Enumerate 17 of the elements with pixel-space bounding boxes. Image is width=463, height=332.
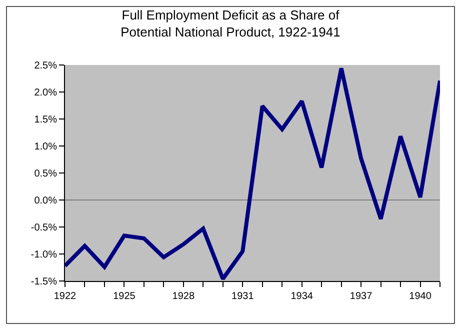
x-tick-label: 1934 bbox=[290, 291, 314, 302]
y-tick-label: 0.0% bbox=[34, 196, 58, 206]
y-tick-label: 1.5% bbox=[34, 114, 58, 126]
y-tick-label: -0.5% bbox=[30, 222, 58, 234]
x-tick-label: 1922 bbox=[54, 291, 77, 302]
x-tick-label: 1937 bbox=[350, 291, 373, 302]
y-tick-label: 0.5% bbox=[34, 168, 58, 180]
x-tick-label: 1931 bbox=[232, 291, 254, 302]
x-tick-label: 1928 bbox=[172, 291, 195, 302]
y-tick-label: -1.0% bbox=[30, 250, 58, 260]
y-tick-label: -1.5% bbox=[30, 276, 58, 288]
y-tick-label: 2.0% bbox=[34, 88, 58, 98]
x-tick-label: 1940 bbox=[409, 291, 432, 302]
x-tick-label: 1925 bbox=[113, 291, 136, 302]
chart-title: Full Employment Deficit as a Share of Potential National Product, 1922-1941 bbox=[120, 8, 340, 40]
y-tick-label: 2.5% bbox=[34, 60, 58, 72]
y-tick-label: 1.0% bbox=[34, 142, 58, 152]
